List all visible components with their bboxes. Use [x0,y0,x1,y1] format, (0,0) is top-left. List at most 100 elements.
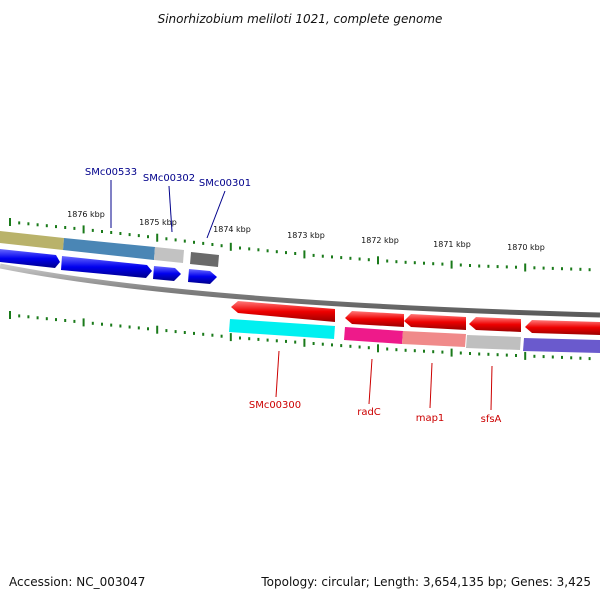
scale-tick-upper [101,230,103,233]
scale-tick-lower [45,317,48,321]
leader-line-SMc00300 [275,350,280,398]
leader-line-SMc00302 [168,185,173,233]
scale-tick-lower [193,331,195,335]
scale-tick-lower [248,337,251,341]
gene-arrow-reverse[interactable] [231,301,335,322]
scale-tick-lower [349,344,352,348]
scale-tick-upper [165,237,168,241]
scale-tick-lower [496,353,499,357]
scale-tick-lower [156,325,159,334]
gene-label-radC[interactable]: radC [357,407,381,418]
scale-tick-lower [588,357,591,361]
scale-tick-lower [147,327,149,331]
scale-tick-upper [27,222,30,226]
scale-tick-upper [570,267,573,271]
scale-tick-upper [542,266,545,270]
scale-tick-upper [358,257,361,261]
scale-tick-lower [165,329,168,333]
scale-tick-upper [386,259,389,263]
scale-tick-upper [156,233,159,242]
scale-tick-lower [413,349,416,353]
scale-tick-upper [579,267,582,271]
scale-label-1870: 1870 kbp [507,243,545,252]
scale-labels: 1876 kbp 1875 kbp 1874 kbp 1873 kbp 1872… [67,210,545,252]
scale-tick-lower [423,349,425,353]
gene-label-SMc00533[interactable]: SMc00533 [85,167,137,178]
gene-label-sfsA[interactable]: sfsA [481,414,502,425]
scale-tick-lower [533,354,536,358]
feature-band-steelblue [63,238,155,260]
gene-label-SMc00301[interactable]: SMc00301 [199,178,251,189]
gene-label-map1[interactable]: map1 [416,413,445,424]
leader-line-sfsA [490,365,493,411]
scale-tick-upper [239,246,241,250]
gene-arrow-forward[interactable] [153,266,181,281]
scale-label-1876: 1876 kbp [67,210,105,219]
scale-tick-upper [174,238,177,242]
scale-tick-upper [404,260,407,264]
scale-tick-upper [119,232,122,235]
scale-tick-upper [257,248,260,252]
reverse-gene-labels: SMc00300 radC map1 sfsA [249,400,502,425]
leader-lines [110,180,493,411]
scale-tick-lower [542,355,545,359]
lower-feature-bands [229,319,600,353]
scale-tick-upper [551,266,554,270]
scale-tick-lower [487,352,490,356]
gene-label-SMc00300[interactable]: SMc00300 [249,400,301,411]
scale-tick-upper [9,218,11,226]
scale-tick-lower [395,348,398,352]
scale-tick-upper [561,267,563,271]
scale-tick-upper [229,242,232,251]
scale-tick-upper [248,247,251,251]
feature-band-salmon [402,331,466,347]
scale-tick-upper [469,264,471,267]
scale-tick-lower [101,322,103,326]
scale-tick-upper [18,221,21,225]
gene-arrow-forward[interactable] [61,256,152,278]
feature-band-olive [0,231,64,250]
scale-tick-upper [321,254,324,258]
scale-label-1874: 1874 kbp [213,225,251,234]
scale-tick-lower [441,350,444,354]
scale-tick-lower [505,353,508,357]
scale-tick-lower [229,333,232,342]
scale-tick-upper [294,252,297,255]
scale-tick-upper [377,256,379,265]
scale-tick-upper [36,223,39,227]
scale-tick-lower [239,336,241,340]
scale-tick-upper [515,265,517,269]
scale-tick-lower [561,355,563,359]
scale-tick-lower [432,350,435,354]
reverse-gene-arrows [231,301,600,335]
scale-tick-lower [294,340,297,344]
gene-arrow-reverse[interactable] [469,317,521,332]
scale-tick-lower [524,351,527,360]
scale-tick-upper [211,243,214,246]
scale-tick-lower [119,324,122,328]
scale-tick-lower [579,356,582,360]
feature-band-slateblue [523,338,600,353]
scale-tick-upper [275,250,278,254]
scale-tick-lower [110,323,113,327]
gene-arrow-reverse[interactable] [345,311,404,327]
scale-tick-upper [73,226,76,230]
gene-arrow-forward[interactable] [0,249,60,268]
scale-tick-lower [211,333,214,337]
leader-line-radC [368,358,373,405]
gene-arrow-reverse[interactable] [525,320,600,335]
scale-tick-lower [303,338,306,347]
scale-tick-lower [515,354,517,357]
scale-tick-upper [55,225,57,229]
scale-tick-upper [303,250,306,259]
scale-tick-upper [220,244,223,248]
map-title: Sinorhizobium meliloti 1021, complete ge… [158,12,443,26]
scale-tick-lower [551,355,554,359]
gene-arrow-forward[interactable] [188,269,217,284]
gene-arrow-reverse[interactable] [404,314,466,330]
gene-label-SMc00302[interactable]: SMc00302 [143,173,195,184]
scale-tick-lower [459,351,462,355]
scale-tick-upper [459,263,462,267]
scale-tick-upper [45,224,48,228]
